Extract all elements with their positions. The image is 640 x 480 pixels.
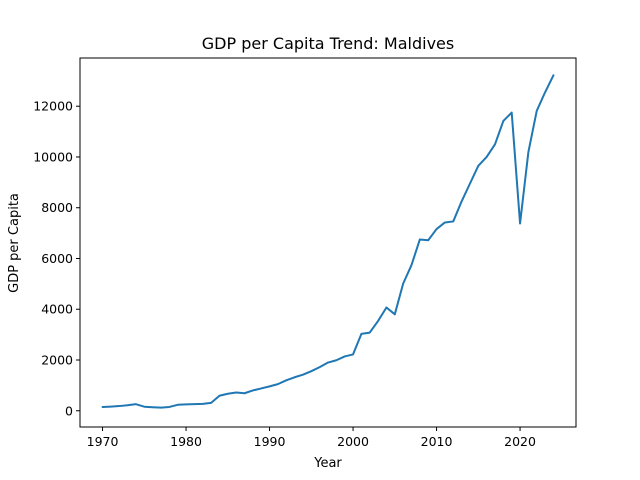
series-line [101,74,555,409]
data-point [385,306,388,309]
data-point [318,366,321,369]
data-point [293,376,296,379]
data-point [510,111,513,114]
data-point [485,155,488,158]
data-point [276,383,279,386]
data-point [210,401,213,404]
data-point [143,405,146,408]
y-axis: 0 2000 4000 6000 8000 10000 12000 [33,99,80,418]
data-point [427,239,430,242]
data-point [402,282,405,285]
data-point [377,319,380,322]
data-point [393,313,396,316]
x-tick-label: 1980 [170,434,202,449]
y-axis-label: GDP per Capita [7,193,22,293]
x-tick-label: 2010 [421,434,453,449]
y-tick-label: 10000 [33,149,73,164]
y-tick-label: 2000 [41,353,73,368]
data-point [460,200,463,203]
y-tick-label: 0 [65,403,73,418]
x-tick-label: 2000 [337,434,369,449]
data-point [360,332,363,335]
data-point [243,392,246,395]
chart-title: GDP per Capita Trend: Maldives [202,34,454,53]
data-point [268,385,271,388]
data-point [201,402,204,405]
data-point [502,119,505,122]
data-point [159,406,162,409]
y-tick-label: 6000 [41,251,73,266]
x-tick-label: 1970 [87,434,119,449]
data-point [519,222,522,225]
series-layer [101,74,555,409]
data-point [218,394,221,397]
data-point [468,182,471,185]
x-tick-label: 2020 [504,434,536,449]
data-point [368,331,371,334]
data-point [118,405,121,408]
data-point [151,406,154,409]
data-point [335,359,338,362]
x-axis-label: Year [313,456,342,471]
data-point [109,405,112,408]
y-tick-label: 4000 [41,302,73,317]
x-tick-label: 1990 [254,434,286,449]
data-point [443,221,446,224]
data-point [435,228,438,231]
data-point [226,392,229,395]
data-point [544,91,547,94]
data-point [527,150,530,153]
data-point [535,109,538,112]
data-point [285,379,288,382]
data-point [477,164,480,167]
data-point [343,355,346,358]
data-point [301,373,304,376]
data-point [260,387,263,390]
data-point [251,389,254,392]
data-point [235,391,238,394]
data-point [352,353,355,356]
plot-area-frame [79,57,577,428]
data-point [494,143,497,146]
data-point [126,404,129,407]
data-point [327,361,330,364]
data-point [168,405,171,408]
data-point [310,370,313,373]
data-point [552,74,555,77]
y-tick-label: 8000 [41,200,73,215]
data-point [193,403,196,406]
data-point [101,405,104,408]
x-axis: 1970 1980 1990 2000 2010 2020 [87,427,536,449]
data-point [452,220,455,223]
y-tick-label: 12000 [33,99,73,114]
data-point [176,403,179,406]
data-point [418,238,421,241]
data-point [185,403,188,406]
data-point [134,403,137,406]
data-point [410,264,413,267]
